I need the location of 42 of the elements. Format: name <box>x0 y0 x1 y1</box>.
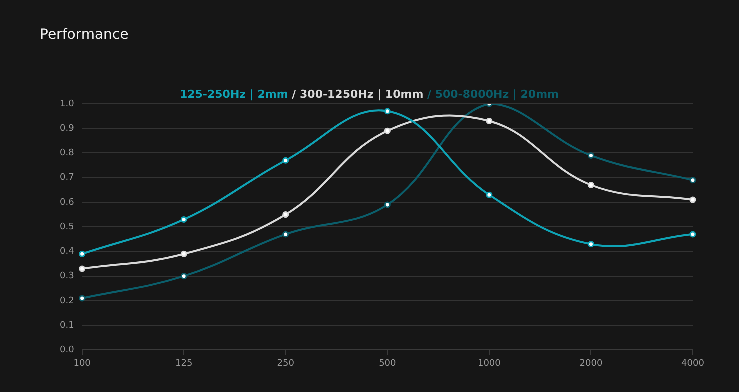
point <box>588 182 594 188</box>
point <box>79 295 86 302</box>
point <box>384 108 391 115</box>
point <box>384 202 391 208</box>
point <box>690 196 696 204</box>
y-tick-label: 0.2 <box>60 296 74 306</box>
y-tick-label: 0.3 <box>60 272 74 282</box>
y-tick-label: 0.4 <box>60 247 75 258</box>
y-tick-label: 0.9 <box>60 124 75 134</box>
y-tick-label: 1.0 <box>60 99 75 110</box>
y-tick-label: 0.1 <box>60 320 74 331</box>
point <box>79 250 86 258</box>
x-tick-label: 1000 <box>478 358 502 369</box>
chart-title: Performance <box>40 27 129 43</box>
series-label: / 300-1250Hz | 10mm <box>291 88 424 101</box>
series-label: / 500-8000Hz | 20mm <box>426 88 560 101</box>
x-tick-label: 100 <box>74 358 92 369</box>
y-tick-label: 0.5 <box>60 222 74 232</box>
x-tick-label: 500 <box>379 358 397 369</box>
y-tick-label: 0.8 <box>60 148 75 159</box>
point <box>588 152 594 159</box>
point <box>282 157 290 164</box>
point <box>384 128 391 134</box>
y-tick-label: 0.0 <box>60 346 75 356</box>
point <box>690 231 696 238</box>
point <box>588 241 594 248</box>
point <box>690 177 696 184</box>
y-tick-label: 0.6 <box>60 198 75 208</box>
point <box>79 266 86 272</box>
x-tick-label: 250 <box>277 358 295 369</box>
text: 125-250Hz | 2mm <box>180 88 288 101</box>
y-tick-label: 0.7 <box>60 173 74 184</box>
x-tick-label: 4000 <box>682 358 705 369</box>
point <box>180 273 188 280</box>
x-tick-label: 2000 <box>580 358 603 369</box>
point <box>486 118 493 124</box>
point <box>282 212 290 218</box>
point <box>180 250 188 258</box>
point <box>180 216 188 223</box>
x-tick-label: 125 <box>176 358 193 369</box>
point <box>486 192 493 198</box>
point <box>282 231 290 238</box>
